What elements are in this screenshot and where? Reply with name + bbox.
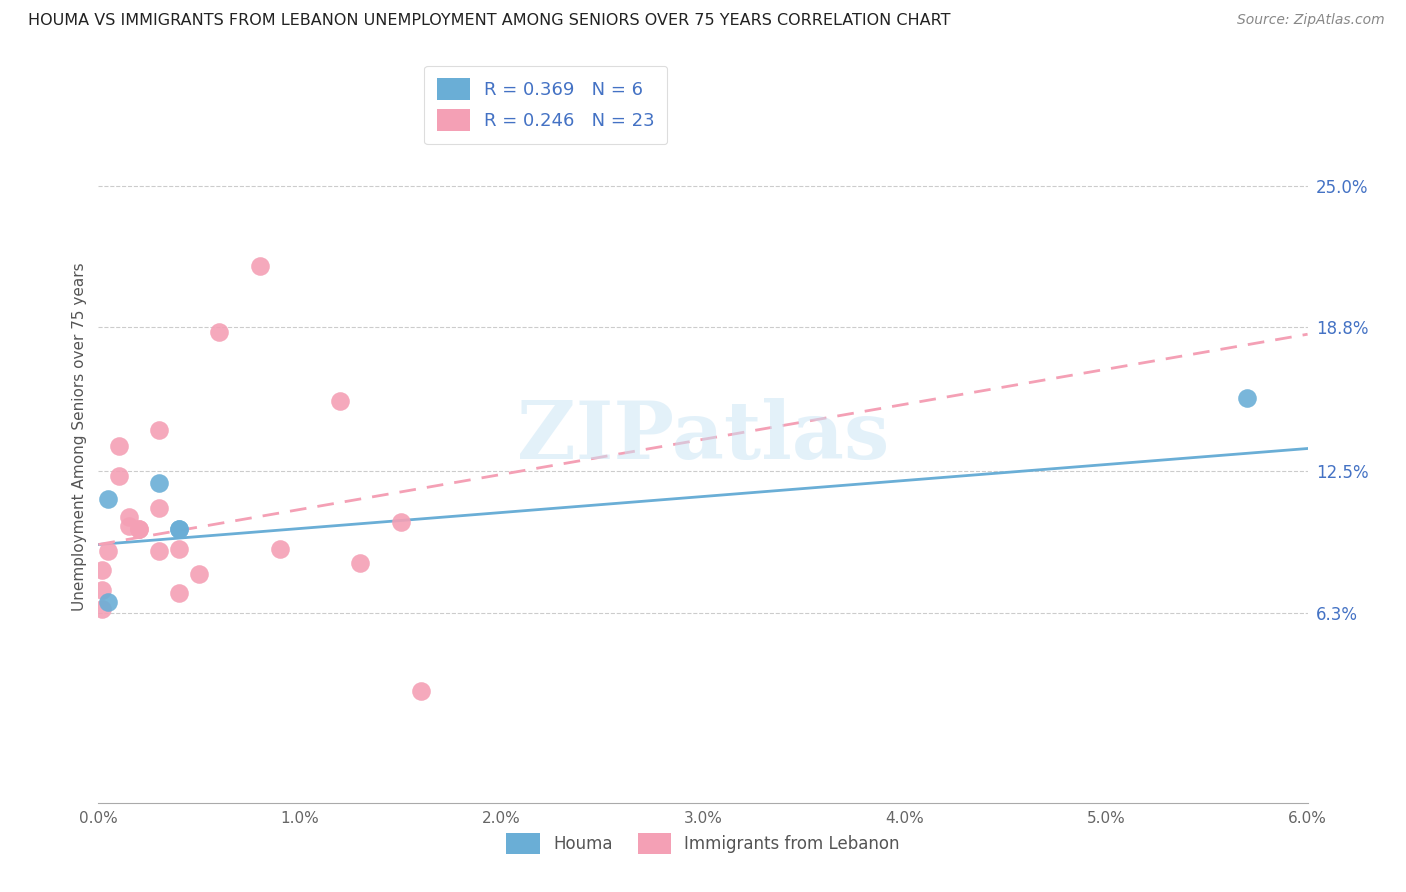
Point (148, 544, 170, 558)
Text: ZIPatlas: ZIPatlas (517, 398, 889, 476)
Point (97, 544, 120, 558)
Point (107, 469, 129, 483)
Y-axis label: Unemployment Among Seniors over 75 years: Unemployment Among Seniors over 75 years (72, 263, 87, 611)
Point (118, 510, 141, 524)
Point (148, 500, 170, 515)
Point (97, 491, 120, 506)
Point (349, 556, 371, 570)
Point (167, 521, 190, 535)
Point (148, 423, 170, 437)
Point (389, 515, 412, 529)
Point (107, 439, 129, 453)
Point (97, 594, 120, 608)
Point (128, 521, 150, 535)
Point (249, 259, 271, 273)
Legend: Houma, Immigrants from Lebanon: Houma, Immigrants from Lebanon (499, 827, 907, 860)
Point (167, 521, 190, 535)
Point (91, 583, 114, 598)
Point (269, 542, 291, 557)
Point (167, 585, 190, 599)
Text: HOUMA VS IMMIGRANTS FROM LEBANON UNEMPLOYMENT AMONG SENIORS OVER 75 YEARS CORREL: HOUMA VS IMMIGRANTS FROM LEBANON UNEMPLO… (28, 13, 950, 29)
Point (118, 519, 141, 533)
Point (167, 542, 190, 557)
Point (188, 567, 211, 582)
Point (148, 475, 170, 490)
Point (91, 601, 114, 615)
Text: Source: ZipAtlas.com: Source: ZipAtlas.com (1237, 13, 1385, 28)
Point (329, 393, 352, 408)
Point (208, 325, 231, 339)
Point (1236, 391, 1258, 405)
Point (409, 683, 432, 698)
Point (91, 563, 114, 577)
Point (128, 521, 150, 535)
